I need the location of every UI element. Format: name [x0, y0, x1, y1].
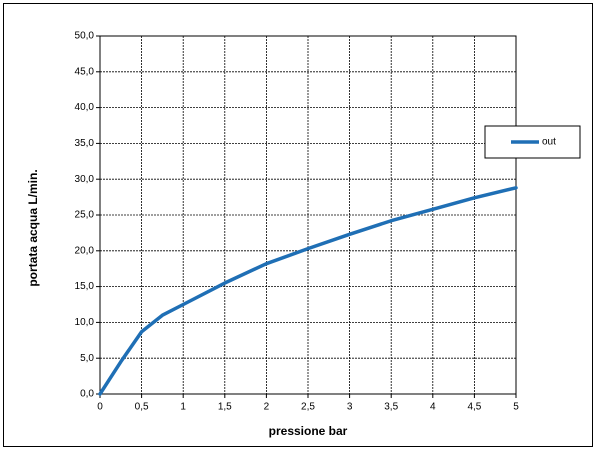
x-tick-label: 0,5 [135, 402, 149, 413]
x-tick-label: 4 [430, 402, 436, 413]
y-tick-label: 10,0 [75, 317, 95, 328]
x-tick-label: 4,5 [467, 402, 481, 413]
y-tick-label: 45,0 [75, 66, 95, 77]
y-tick-label: 5,0 [80, 353, 94, 364]
x-tick-label: 3 [347, 402, 353, 413]
y-tick-label: 15,0 [75, 281, 95, 292]
x-tick-label: 2 [264, 402, 270, 413]
x-tick-label: 1,5 [218, 402, 232, 413]
y-tick-label: 0,0 [80, 389, 94, 400]
line-series [98, 186, 518, 396]
x-tick-label: 3,5 [384, 402, 398, 413]
x-tick-label: 2,5 [301, 402, 315, 413]
x-tick-label: 0 [97, 402, 103, 413]
y-tick-label: 20,0 [75, 245, 95, 256]
plot-border [99, 35, 517, 395]
x-axis-title: pressione bar [269, 424, 348, 438]
x-tick-label: 5 [513, 402, 519, 413]
y-tick-label: 30,0 [75, 174, 95, 185]
legend-label: out [542, 137, 556, 148]
y-axis-title: portata acqua L/min. [26, 169, 40, 286]
y-tick-label: 50,0 [75, 31, 95, 42]
y-tick-label: 25,0 [75, 210, 95, 221]
x-tick-label: 1 [180, 402, 186, 413]
y-tick-label: 40,0 [75, 102, 95, 113]
y-tick-label: 35,0 [75, 138, 95, 149]
